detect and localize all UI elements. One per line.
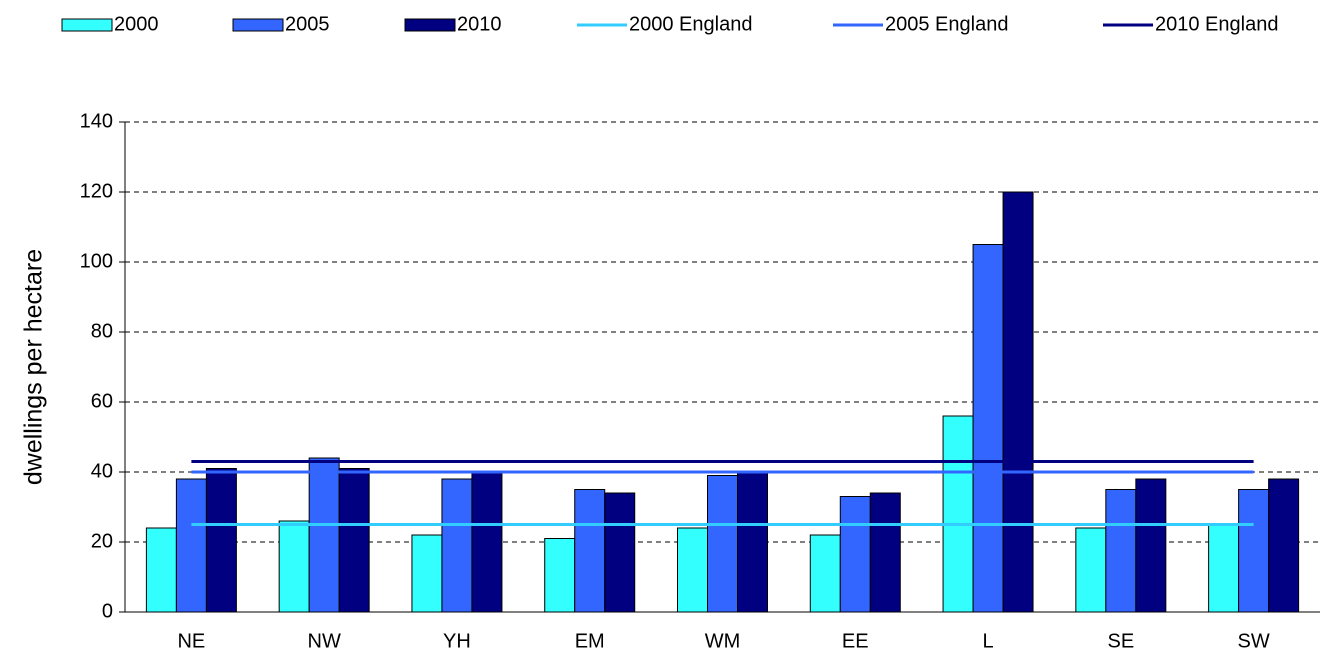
bar — [942, 415, 974, 613]
legend-label: 2005 England — [885, 13, 1008, 35]
bar — [1002, 191, 1034, 613]
y-tick-label: 80 — [91, 320, 113, 342]
bar — [604, 492, 636, 613]
x-tick-label: EE — [842, 630, 869, 652]
bar — [809, 534, 841, 613]
x-tick-label: SE — [1107, 630, 1134, 652]
bar — [869, 492, 901, 613]
legend-label: 2005 — [285, 13, 330, 35]
y-tick-label: 60 — [91, 390, 113, 412]
bar — [308, 457, 340, 613]
x-tick-label: L — [982, 630, 993, 652]
bar — [707, 475, 738, 613]
bar — [441, 478, 473, 613]
x-tick-label: WM — [705, 630, 741, 652]
x-tick-label: NW — [308, 630, 341, 652]
legend-label: 2000 England — [629, 13, 752, 35]
x-tick-label: SW — [1238, 630, 1270, 652]
legend-label: 2010 — [457, 13, 502, 35]
y-tick-label: 0 — [102, 600, 113, 622]
x-tick-label: YH — [443, 630, 471, 652]
bar — [411, 534, 443, 613]
legend-label: 2010 England — [1155, 13, 1278, 35]
bar — [737, 471, 768, 613]
bar — [1135, 478, 1167, 613]
bar — [972, 244, 1004, 613]
bar — [1238, 489, 1270, 613]
bar — [278, 520, 310, 613]
bar — [145, 527, 177, 613]
bar — [574, 489, 606, 613]
legend-swatch — [61, 18, 113, 32]
y-tick-label: 40 — [91, 460, 113, 482]
bar — [1075, 527, 1107, 613]
x-tick-label: EM — [575, 630, 605, 652]
bar — [175, 478, 207, 613]
bar — [1105, 489, 1137, 613]
bar — [677, 527, 708, 613]
bar — [338, 468, 370, 613]
y-axis-title: dwellings per hectare — [20, 249, 48, 485]
y-tick-label: 120 — [80, 180, 113, 202]
bar — [544, 538, 576, 613]
y-tick-label: 140 — [80, 110, 113, 132]
bar — [1208, 524, 1240, 613]
legend-label: 2000 — [114, 13, 159, 35]
y-tick-label: 20 — [91, 530, 113, 552]
x-tick-label: NE — [177, 630, 205, 652]
bar — [471, 471, 503, 613]
legend-swatch — [232, 18, 284, 32]
bar — [839, 496, 871, 613]
bar — [205, 468, 237, 613]
y-tick-label: 100 — [80, 250, 113, 272]
bar — [1268, 478, 1300, 613]
legend-swatch — [404, 18, 456, 32]
